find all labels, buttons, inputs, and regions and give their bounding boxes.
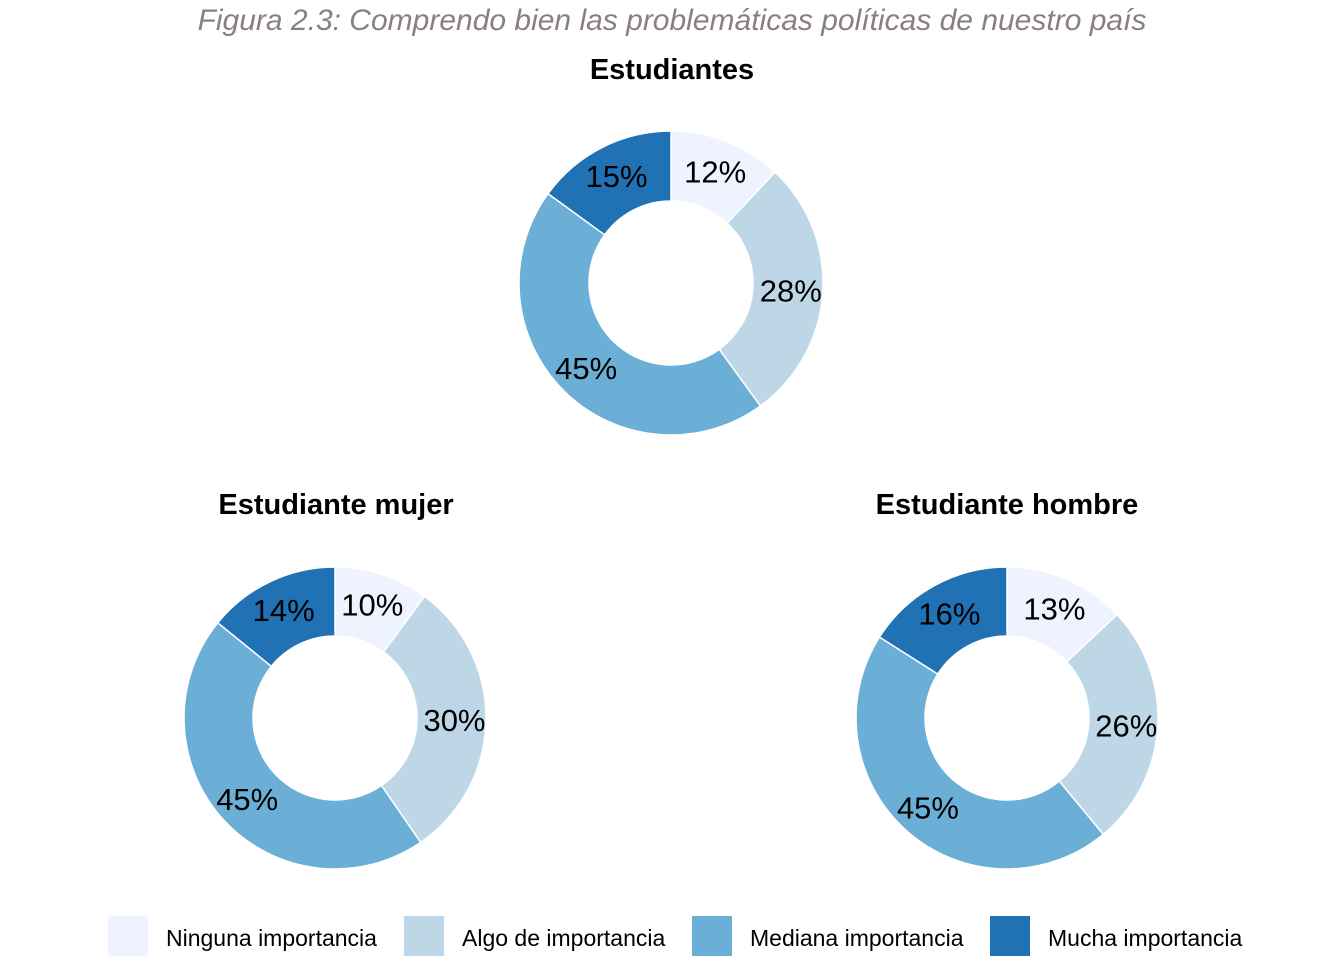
- legend-label: Mucha importancia: [1048, 925, 1243, 951]
- slice-label-mediana: 45%: [897, 791, 959, 826]
- slice-algo: [380, 595, 487, 844]
- slice-mediana: [855, 636, 1105, 870]
- slice-mucha: [216, 566, 336, 668]
- legend-swatch: [108, 916, 148, 956]
- slice-label-ninguna: 10%: [341, 587, 403, 622]
- slice-label-algo: 26%: [1095, 709, 1157, 744]
- chart-title-estudiantes: Estudiantes: [589, 54, 755, 86]
- slice-mucha: [546, 130, 672, 236]
- slice-label-mediana: 45%: [555, 351, 617, 386]
- slice-algo: [718, 171, 824, 408]
- slice-label-mediana: 45%: [216, 782, 278, 817]
- legend: Ninguna importancia Algo de importancia …: [108, 916, 1248, 958]
- donut-0: 12% 28% 45% 15%: [518, 130, 824, 436]
- donut-2: 13% 26% 45% 16%: [855, 566, 1159, 870]
- legend-swatch: [404, 916, 444, 956]
- slice-algo: [1058, 613, 1159, 836]
- legend-swatch: [990, 916, 1030, 956]
- slice-label-mucha: 15%: [585, 159, 647, 194]
- legend-label: Algo de importancia: [462, 925, 666, 951]
- donut-1: 10% 30% 45% 14%: [183, 566, 487, 870]
- slice-label-mucha: 14%: [253, 593, 315, 628]
- slice-label-mucha: 16%: [918, 596, 980, 631]
- legend-label: Mediana importancia: [750, 925, 964, 951]
- slice-label-algo: 28%: [760, 274, 822, 309]
- slice-label-ninguna: 12%: [684, 154, 746, 189]
- legend-label: Ninguna importancia: [166, 925, 377, 951]
- chart-title-hombre: Estudiante hombre: [875, 489, 1139, 521]
- slice-mucha: [878, 566, 1008, 676]
- slice-mediana: [183, 621, 422, 870]
- legend-swatch: [692, 916, 732, 956]
- slice-label-ninguna: 13%: [1023, 591, 1085, 626]
- chart-title-mujer: Estudiante mujer: [218, 489, 454, 521]
- slice-mediana: [518, 192, 762, 436]
- slice-label-algo: 30%: [423, 703, 485, 738]
- figure-title: Figura 2.3: Comprendo bien las problemát…: [197, 4, 1147, 37]
